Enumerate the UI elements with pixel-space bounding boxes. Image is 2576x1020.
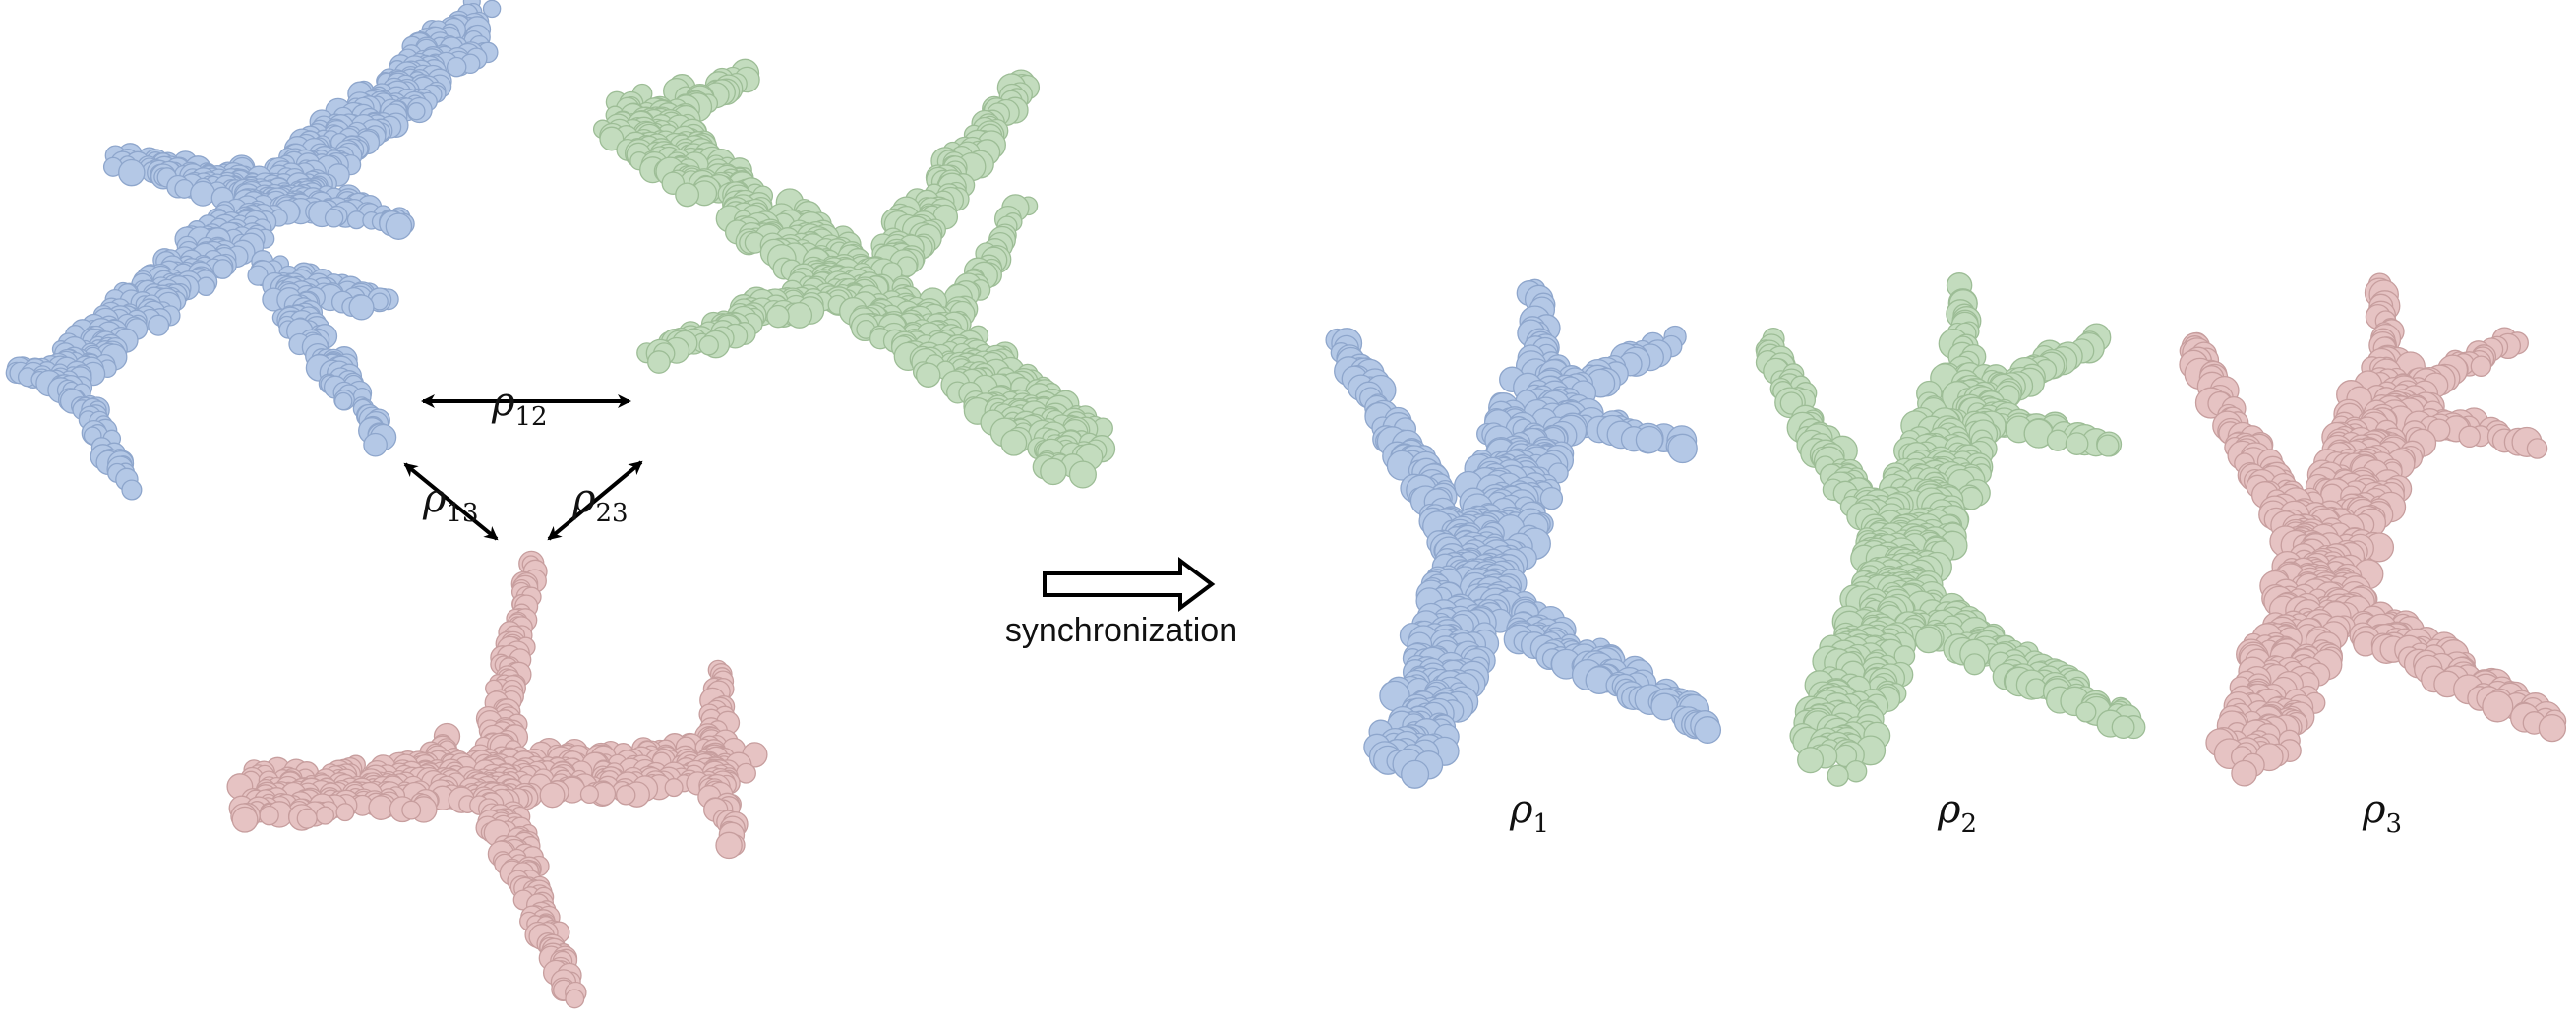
point-cloud-sphere [482, 0, 502, 19]
point-cloud-sphere [2538, 713, 2567, 743]
label-rho1: ρ1 [1509, 787, 1549, 839]
synchronization-label: synchronization [1005, 612, 1237, 649]
point-cloud-sphere [2046, 429, 2069, 451]
point-cloud-sphere [2470, 355, 2492, 377]
point-cloud-sphere [1635, 425, 1664, 454]
point-cloud-sphere [363, 432, 388, 457]
point-cloud-sphere [259, 805, 279, 826]
point-cloud-sphere [664, 778, 684, 798]
point-cloud-sphere [196, 276, 216, 297]
point-cloud-sphere [2231, 759, 2257, 787]
point-cloud-sphere [368, 795, 394, 820]
point-cloud-sphere [675, 182, 700, 208]
point-cloud-sphere [2458, 425, 2481, 449]
point-cloud-sphere [786, 301, 813, 329]
point-cloud-sphere [296, 808, 318, 829]
airplane-green-synchronized [1755, 272, 2146, 787]
point-cloud-sphere [385, 212, 413, 240]
point-cloud-sphere [212, 259, 233, 279]
point-cloud-sphere [1667, 433, 1698, 464]
point-cloud-sphere [333, 391, 353, 411]
airplane-blue-input [5, 0, 502, 501]
point-cloud-sphere [698, 334, 719, 356]
point-cloud-sphere [2075, 701, 2097, 723]
point-cloud-sphere [2065, 432, 2089, 455]
point-cloud-sphere [2096, 434, 2120, 457]
point-cloud-sphere [324, 209, 344, 228]
label-rho3: ρ3 [2362, 787, 2402, 839]
point-cloud-sphere [1068, 460, 1097, 489]
point-cloud-sphere [190, 180, 216, 207]
point-cloud-sphere [1827, 764, 1849, 787]
point-cloud-sphere [118, 158, 146, 187]
point-cloud-sphere [1694, 716, 1722, 744]
point-cloud-sphere [715, 831, 743, 860]
point-cloud-sphere [348, 294, 375, 321]
point-cloud-sphere [766, 304, 790, 329]
point-cloud-sphere [579, 784, 599, 805]
point-cloud-sphere [2111, 715, 2135, 740]
airplane-pink-synchronized [2179, 272, 2567, 787]
synchronization-arrow [1043, 557, 1216, 612]
point-cloud-sphere [1844, 759, 1868, 783]
point-cloud-sphere [615, 784, 636, 806]
point-cloud-sphere [539, 782, 566, 809]
point-cloud-sphere [1914, 626, 1943, 654]
point-cloud-sphere [335, 803, 355, 822]
point-cloud-sphere [647, 350, 671, 374]
label-rho12: ρ12 [491, 380, 548, 432]
point-cloud-sphere [121, 479, 143, 501]
point-cloud-sphere [1797, 747, 1825, 774]
point-cloud-sphere [565, 989, 585, 1009]
point-cloud-sphere [2526, 438, 2548, 459]
airplane-green-input [592, 58, 1116, 489]
point-cloud-sphere [1040, 457, 1067, 486]
point-cloud-sphere [1963, 653, 1986, 676]
point-cloud-sphere [2482, 690, 2514, 723]
point-cloud-sphere [915, 362, 941, 388]
point-cloud-sphere [315, 806, 335, 825]
point-cloud-sphere [1401, 759, 1430, 789]
point-cloud-sphere [148, 314, 170, 336]
airplane-blue-synchronized [1325, 278, 1722, 789]
point-cloud-sphere [1000, 429, 1028, 456]
label-rho23: ρ23 [571, 476, 629, 528]
point-cloud-sphere [446, 56, 467, 78]
point-cloud-sphere [407, 102, 426, 121]
airplane-pink-input [226, 550, 768, 1009]
point-cloud-sphere [231, 806, 259, 833]
point-cloud-sphere [401, 800, 422, 820]
label-rho2: ρ2 [1937, 787, 1977, 839]
label-rho13: ρ13 [422, 476, 479, 528]
